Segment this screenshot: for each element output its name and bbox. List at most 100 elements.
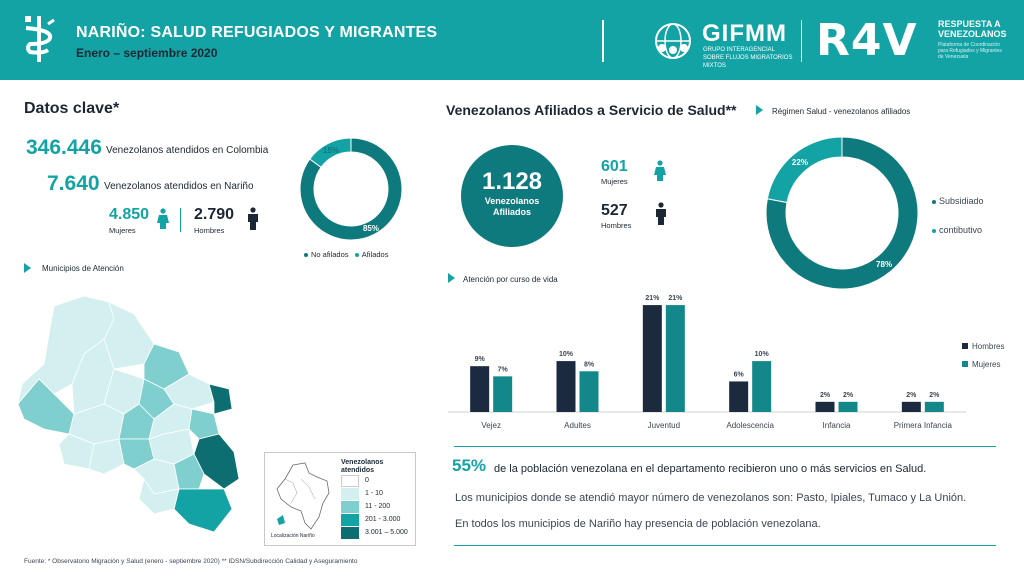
bullet-arrow-icon (448, 273, 455, 283)
total-narino-value: 7.640 (47, 172, 100, 195)
page-header: NARIÑO: SALUD REFUGIADOS Y MIGRANTES Ene… (0, 0, 1024, 80)
affiliates-total-value: 1.128 (481, 168, 543, 195)
summary-top-rule (454, 446, 996, 447)
page-subtitle: Enero – septiembre 2020 (76, 46, 218, 60)
men-value: 2.790 (194, 206, 235, 223)
legend-dot-no-afiliados (304, 253, 308, 258)
affiliation-legend: No afilados Afilados (304, 250, 388, 259)
colombia-inset-map (276, 462, 330, 530)
woman-icon (157, 208, 169, 229)
life-course-subtitle: Atención por curso de vida (463, 275, 558, 284)
footer-source: Fuente: * Observatorio Migración y Salud… (24, 558, 358, 565)
bullet-arrow-icon (24, 263, 31, 273)
bar-value-label: 9% (475, 356, 486, 363)
gifmm-caption: GRUPO INTERAGENCIAL SOBRE FLUJOS MIGRATO… (703, 47, 793, 69)
bar-hombres (901, 401, 921, 412)
legend-class-label: 11 - 200 (365, 503, 391, 510)
man-icon (656, 202, 666, 225)
affiliation-slice (309, 137, 352, 168)
r4v-caption: Plataforma de Coordinación para Refugiad… (938, 42, 1002, 60)
affiliates-men-label: Hombres (601, 221, 632, 230)
legend-dot-subsidiado (932, 199, 936, 204)
man-icon (248, 207, 258, 230)
bar-hombres (642, 305, 662, 412)
legend-swatch (962, 343, 968, 349)
legend-subsidiado-label: Subsidiado (939, 196, 984, 206)
regime-slice-label: 22% (792, 158, 808, 167)
bar-hombres (470, 366, 490, 412)
r4v-logo-text: R4V (816, 15, 918, 66)
category-label: Juventud (648, 421, 680, 430)
legend-class-label: 3.001 – 5.000 (365, 529, 408, 536)
affiliation-slice-label: 15% (323, 146, 339, 155)
total-colombia-value: 346.446 (26, 136, 102, 159)
legend-no-afiliados: No afilados (311, 250, 349, 259)
category-label: Infancia (822, 421, 851, 430)
category-label: Vejez (481, 421, 501, 430)
bar-value-label: 8% (584, 361, 595, 368)
category-label: Primera Infancia (894, 421, 953, 430)
bullet-arrow-icon (756, 105, 763, 115)
bar-value-label: 21% (645, 295, 660, 302)
legend-swatch (341, 488, 359, 500)
bar-value-label: 10% (755, 351, 770, 358)
summary-line-3: En todos los municipios de Nariño hay pr… (455, 518, 821, 530)
map-legend-row: 0 (341, 475, 411, 488)
bar-hombres (556, 361, 576, 412)
legend-series-label: Mujeres (972, 360, 1000, 369)
summary-highlight: 55% (452, 456, 487, 475)
affiliation-slice-label: 85% (363, 224, 379, 233)
bar-value-label: 2% (820, 392, 831, 399)
affiliates-title: Venezolanos Afiliados a Servicio de Salu… (446, 102, 737, 118)
affiliates-total-circle (461, 145, 563, 247)
gender-divider (180, 208, 181, 232)
bar-value-label: 2% (929, 392, 940, 399)
map-legend-row: 3.001 – 5.000 (341, 527, 411, 540)
legend-dot-contributivo (932, 228, 936, 233)
legend-class-label: 201 - 3.000 (365, 516, 401, 523)
map-subtitle: Municipios de Atención (42, 264, 124, 273)
bar-mujeres (493, 376, 513, 412)
map-legend-title: Venezolanos atendidos (341, 459, 384, 474)
bar-mujeres (579, 371, 599, 412)
legend-afiliados: Afilados (361, 250, 389, 259)
affiliates-women-label: Mujeres (601, 177, 628, 186)
women-value: 4.850 (109, 206, 150, 223)
total-colombia-label: Venezolanos atendidos en Colombia (106, 145, 269, 156)
summary-bottom-rule (454, 545, 996, 546)
affiliates-men-value: 527 (601, 202, 628, 219)
map-legend-row: 1 - 10 (341, 488, 411, 501)
legend-swatch (341, 527, 359, 539)
legend-contributivo-label: contibutivo (939, 225, 983, 235)
health-caduceus-icon (25, 16, 55, 62)
women-label: Mujeres (109, 226, 136, 235)
legend-contributivo: contibutivo (932, 225, 982, 235)
bar-mujeres (665, 305, 685, 412)
regime-slice-label: 78% (876, 260, 892, 269)
summary-line-1: de la población venezolana en el departa… (494, 463, 927, 475)
total-narino-label: Venezolanos atendidos en Nariño (104, 181, 254, 192)
legend-dot-afiliados (354, 253, 359, 258)
bar-value-label: 2% (843, 392, 854, 399)
bar-hombres (729, 381, 749, 412)
r4v-label: RESPUESTA A VENEZOLANOS (938, 19, 1007, 39)
affiliation-slice (299, 137, 403, 241)
category-label: Adolescencia (726, 421, 774, 430)
legend-subsidiado: Subsidiado (932, 196, 984, 206)
category-label: Adultes (564, 421, 591, 430)
header-divider-2 (801, 20, 802, 62)
regime-slice (765, 136, 919, 290)
map-legend: Localización Nariño Venezolanos atendido… (264, 452, 416, 546)
gifmm-logo-text: GIFMM (702, 20, 787, 47)
page-title: NARIÑO: SALUD REFUGIADOS Y MIGRANTES (76, 24, 438, 41)
bar-value-label: 7% (498, 366, 509, 373)
legend-class-label: 0 (365, 477, 369, 484)
header-divider (602, 20, 604, 62)
gifmm-globe-icon (655, 23, 691, 59)
legend-swatch (962, 361, 968, 367)
narino-municipalities-map (17, 295, 240, 533)
regime-donut-chart: 78% 22% (765, 136, 919, 290)
bar-mujeres (752, 361, 772, 412)
legend-swatch (341, 514, 359, 526)
map-legend-row: 11 - 200 (341, 501, 411, 514)
